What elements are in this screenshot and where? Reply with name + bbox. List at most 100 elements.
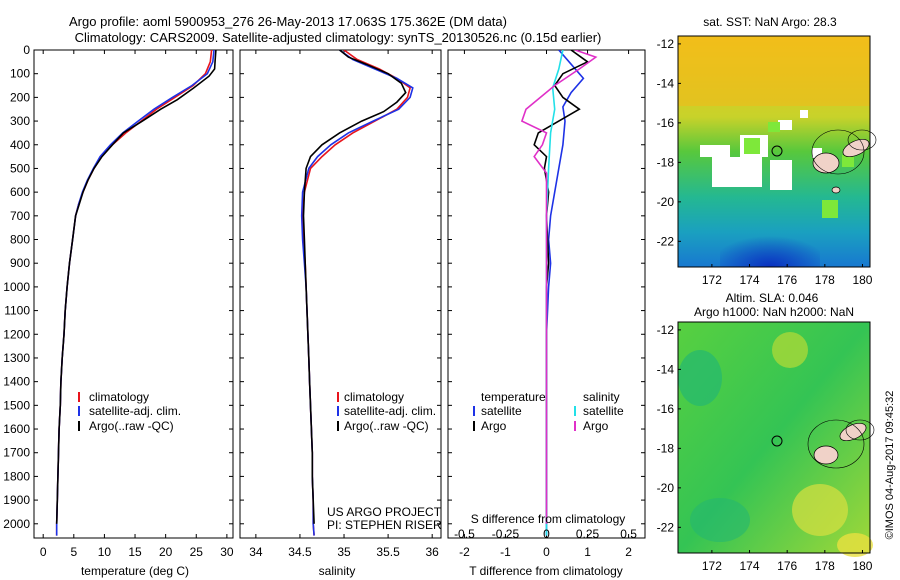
- lat-tick-label: -22: [657, 520, 675, 534]
- temperature-lines: [55, 50, 217, 536]
- depth-ticks: 0 100 200 300 400 500 600 700 800 900 1000 1100 1200…: [3, 43, 233, 531]
- depth-tick-label: 400: [10, 138, 30, 152]
- temperature-panel: 0 5 10 15 20 25 30 0 100 200 300 400 500 600 700 800 90…: [3, 43, 234, 578]
- lon-tick-label: 176: [777, 559, 797, 573]
- salinity-panel: 34 34.5 35 35.5 36 salinity climatology sate…: [239, 49, 442, 578]
- difference-lines: [520, 50, 598, 536]
- depth-tick-label: 1800: [3, 469, 30, 483]
- legend-argo-label: Argo(..raw -QC): [89, 419, 174, 433]
- x-tick-label: 15: [128, 545, 142, 559]
- x-tick-label: 25: [190, 545, 204, 559]
- depth-tick-label: 100: [10, 67, 30, 81]
- series-line-argo: [302, 50, 407, 524]
- series-line-climatology: [301, 50, 412, 536]
- depth-tick-label: 1700: [3, 446, 30, 460]
- lat-tick-label: -14: [657, 362, 675, 376]
- depth-tick-label: 1600: [3, 422, 30, 436]
- x-tick-label: 0: [543, 545, 550, 559]
- lat-tick-label: -18: [657, 155, 675, 169]
- difference-ticks: -2 -1 0 1 2: [459, 50, 632, 559]
- x-tick-label: 35: [337, 545, 351, 559]
- x-tick-label: 34.5: [288, 545, 312, 559]
- difference-depth-ticks: [448, 49, 645, 525]
- sst-green-patches: [744, 122, 854, 218]
- legend-climatology-label: climatology: [89, 390, 149, 404]
- depth-tick-label: 500: [10, 161, 30, 175]
- x-tick-label: 0: [40, 545, 47, 559]
- legend-satellite-label: satellite-adj. clim.: [89, 404, 181, 418]
- sla-map-title-line1: Altim. SLA: 0.046: [726, 291, 819, 305]
- salinity-legend: climatology satellite-adj. clim. Argo(..…: [337, 390, 436, 433]
- series-line-climatology: [55, 50, 213, 536]
- depth-tick-label: 1300: [3, 351, 30, 365]
- depth-tick-label: 700: [10, 209, 30, 223]
- legend-temperature-title: temperature: [481, 390, 546, 404]
- t-difference-xlabel: T difference from climatology: [469, 564, 623, 578]
- lat-tick-label: -20: [657, 481, 675, 495]
- lat-tick-label: -14: [657, 76, 675, 90]
- depth-tick-label: 1200: [3, 327, 30, 341]
- lon-tick-label: 178: [815, 273, 835, 287]
- lon-tick-label: 172: [702, 559, 722, 573]
- temperature-ticks: 0 5 10 15 20 25 30: [40, 50, 234, 559]
- reef-contours: [811, 129, 877, 175]
- lon-tick-label: 178: [815, 559, 835, 573]
- lat-tick-label: -22: [657, 234, 675, 248]
- argo-float-marker: [771, 145, 783, 157]
- lon-tick-label: 180: [852, 559, 872, 573]
- legend-argo-label: Argo(..raw -QC): [344, 419, 429, 433]
- x-tick-label: 35.5: [376, 545, 400, 559]
- difference-panel: -2 -1 0 1 2 T difference from climatology S …: [447, 49, 646, 578]
- s-diff-tick-label: -0.5: [454, 527, 475, 541]
- legend-t-argo-label: Argo: [481, 419, 507, 433]
- lon-tick-label: 180: [852, 273, 872, 287]
- x-tick-label: 20: [159, 545, 173, 559]
- sla-map-panel: Altim. SLA: 0.046 Argo h1000: NaN h2000:…: [657, 291, 875, 573]
- sst-warm-band: [678, 36, 870, 106]
- sst-map-ticks: 172 174 176 178 180 -12 -14 -16 -18 -20 -22: [657, 37, 873, 287]
- salinity-ticks: 34 34.5 35 35.5 36: [249, 50, 439, 559]
- legend-s-argo-label: Argo: [583, 419, 609, 433]
- s-difference-ticks: -0.5 -0.25 0 0.25 0.5: [454, 527, 637, 541]
- depth-tick-label: 600: [10, 185, 30, 199]
- series-line-satellite: [55, 50, 215, 536]
- s-diff-tick-label: 0.25: [576, 527, 600, 541]
- lat-tick-label: -16: [657, 116, 675, 130]
- x-tick-label: 1: [584, 545, 591, 559]
- reef-contours: [807, 419, 875, 469]
- legend-climatology-label: climatology: [344, 390, 404, 404]
- x-tick-label: 36: [426, 545, 440, 559]
- depth-tick-label: 0: [23, 43, 30, 57]
- legend-satellite-label: satellite-adj. clim.: [344, 404, 436, 418]
- lon-tick-label: 172: [702, 273, 722, 287]
- depth-tick-label: 200: [10, 90, 30, 104]
- x-tick-label: 5: [70, 545, 77, 559]
- depth-tick-label: 1400: [3, 375, 30, 389]
- sla-map-ticks: 172 174 176 178 180 -12 -14 -16 -18 -20 -22: [657, 323, 873, 573]
- legend-s-satellite-label: satellite: [583, 404, 624, 418]
- s-diff-tick-label: -0.25: [492, 527, 520, 541]
- legend-salinity-title: salinity: [583, 390, 620, 404]
- project-annotation: US ARGO PROJECT: [327, 505, 442, 519]
- depth-tick-label: 800: [10, 233, 30, 247]
- salinity-depth-ticks: [240, 49, 441, 525]
- x-tick-label: 30: [220, 545, 234, 559]
- lat-tick-label: -12: [657, 323, 675, 337]
- depth-tick-label: 1100: [4, 304, 30, 318]
- series-line-temperature-argo: [533, 50, 590, 524]
- figure-title-line2: Climatology: CARS2009. Satellite-adjuste…: [75, 30, 602, 45]
- temperature-xlabel: temperature (deg C): [81, 564, 189, 578]
- lat-tick-label: -12: [657, 37, 675, 51]
- lon-tick-label: 174: [740, 559, 760, 573]
- x-tick-label: 2: [625, 545, 632, 559]
- x-tick-label: 10: [98, 545, 112, 559]
- s-diff-tick-label: 0: [543, 527, 550, 541]
- difference-legend: temperature satellite Argo salinity sate…: [473, 390, 624, 433]
- salinity-lines: [300, 50, 414, 536]
- x-tick-label: -1: [500, 545, 511, 559]
- argo-float-marker: [771, 435, 783, 447]
- series-line-argo: [55, 50, 217, 524]
- temperature-axes-frame: [33, 49, 234, 539]
- legend-t-satellite-label: satellite: [481, 404, 522, 418]
